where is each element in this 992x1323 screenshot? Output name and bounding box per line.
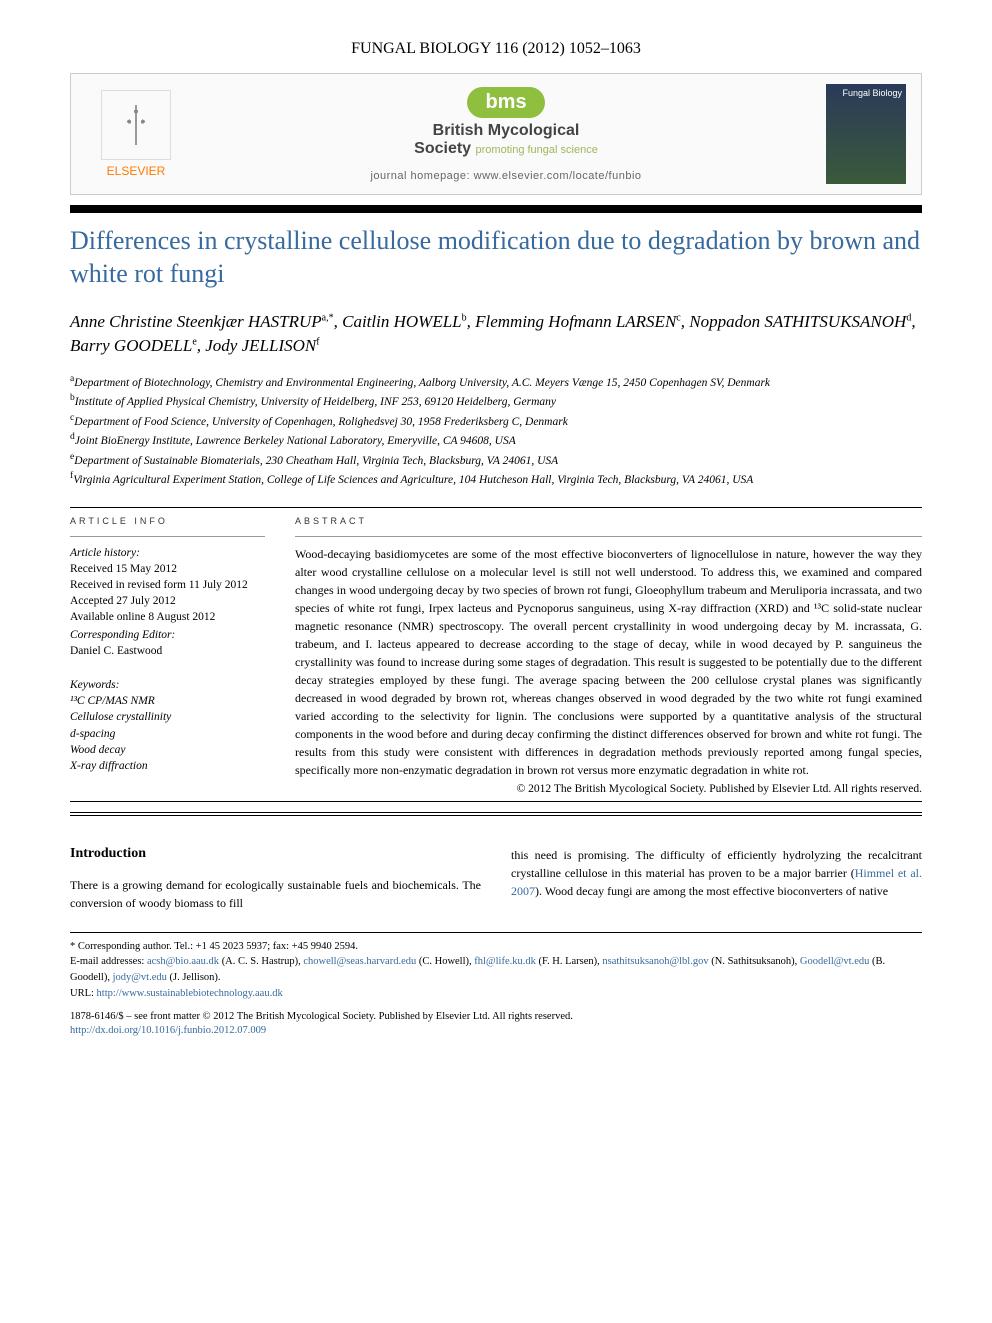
affiliation-list: aDepartment of Biotechnology, Chemistry … [70,372,922,489]
title-rule-top [70,205,922,213]
article-history: Article history: Received 15 May 2012 Re… [70,545,265,660]
affiliation-item: aDepartment of Biotechnology, Chemistry … [70,372,922,392]
affiliation-item: dJoint BioEnergy Institute, Lawrence Ber… [70,430,922,450]
bms-logo-icon: bms [467,87,544,118]
history-accepted: Accepted 27 July 2012 [70,593,265,609]
author-url-link[interactable]: http://www.sustainablebiotechnology.aau.… [97,988,283,999]
journal-reference-band: FUNGAL BIOLOGY 116 (2012) 1052–1063 [70,40,922,58]
introduction-heading: Introduction [70,846,481,862]
abstract-text: Wood-decaying basidiomycetes are some of… [295,545,922,779]
publisher-block: ELSEVIER [86,90,186,178]
article-info-label: ARTICLE INFO [70,516,265,526]
footer-meta: 1878-6146/$ – see front matter © 2012 Th… [70,1010,922,1039]
email-who: (A. C. S. Hastrup), [219,956,303,967]
keyword-item: X-ray diffraction [70,758,265,774]
history-received: Received 15 May 2012 [70,561,265,577]
abstract-copyright: © 2012 The British Mycological Society. … [295,783,922,795]
section-divider [70,812,922,816]
keywords-label: Keywords: [70,677,265,693]
doi-link[interactable]: http://dx.doi.org/10.1016/j.funbio.2012.… [70,1025,266,1036]
corresponding-author-note: * Corresponding author. Tel.: +1 45 2023… [70,939,922,955]
history-online: Available online 8 August 2012 [70,609,265,625]
affiliation-item: bInstitute of Applied Physical Chemistry… [70,391,922,411]
society-block: bms British Mycological Society promotin… [186,87,826,182]
history-revised: Received in revised form 11 July 2012 [70,577,265,593]
author-url: URL: http://www.sustainablebiotechnology… [70,986,922,1002]
journal-homepage: journal homepage: www.elsevier.com/locat… [206,170,806,182]
email-who: (F. H. Larsen), [536,956,603,967]
issn-copyright-line: 1878-6146/$ – see front matter © 2012 Th… [70,1010,922,1025]
journal-cover-thumbnail: Fungal Biology [826,84,906,184]
keyword-item: Cellulose crystallinity [70,709,265,725]
corresponding-editor: Daniel C. Eastwood [70,643,265,659]
email-who: (J. Jellison). [167,972,221,983]
email-link[interactable]: acsh@bio.aau.dk [147,956,219,967]
editor-label: Corresponding Editor: [70,627,265,643]
elsevier-tree-icon [101,90,171,160]
journal-reference: FUNGAL BIOLOGY 116 (2012) 1052–1063 [351,40,641,57]
journal-homepage-url[interactable]: www.elsevier.com/locate/funbio [474,170,642,182]
email-link[interactable]: Goodell@vt.edu [800,956,869,967]
abstract-bottom-rule [70,801,922,802]
abstract-label: ABSTRACT [295,516,922,526]
masthead: ELSEVIER bms British Mycological Society… [70,73,922,195]
introduction-col2: this need is promising. The difficulty o… [511,846,922,900]
email-link[interactable]: nsathitsuksanoh@lbl.gov [602,956,708,967]
affiliation-item: cDepartment of Food Science, University … [70,411,922,431]
email-who: (C. Howell), [416,956,474,967]
email-link[interactable]: jody@vt.edu [113,972,167,983]
keyword-item: d-spacing [70,726,265,742]
history-label: Article history: [70,545,265,561]
author-list: Anne Christine Steenkjær HASTRUPa,*, Cai… [70,310,922,358]
email-link[interactable]: fhl@life.ku.dk [474,956,536,967]
affiliation-item: fVirginia Agricultural Experiment Statio… [70,469,922,489]
affiliation-item: eDepartment of Sustainable Biomaterials,… [70,450,922,470]
cover-label: Fungal Biology [842,88,902,98]
publisher-name: ELSEVIER [107,164,166,178]
introduction-col1: There is a growing demand for ecological… [70,876,481,912]
article-title: Differences in crystalline cellulose mod… [70,225,922,290]
meta-rule [70,507,922,508]
keywords-block: Keywords: ¹³C CP/MAS NMRCellulose crysta… [70,677,265,774]
keyword-item: Wood decay [70,742,265,758]
email-who: (N. Sathitsuksanoh), [709,956,800,967]
email-link[interactable]: chowell@seas.harvard.edu [303,956,416,967]
email-addresses: E-mail addresses: acsh@bio.aau.dk (A. C.… [70,954,922,986]
society-tagline: promoting fungal science [476,144,598,156]
society-name: British Mycological Society promoting fu… [206,122,806,158]
footnotes: * Corresponding author. Tel.: +1 45 2023… [70,932,922,1002]
keyword-item: ¹³C CP/MAS NMR [70,693,265,709]
